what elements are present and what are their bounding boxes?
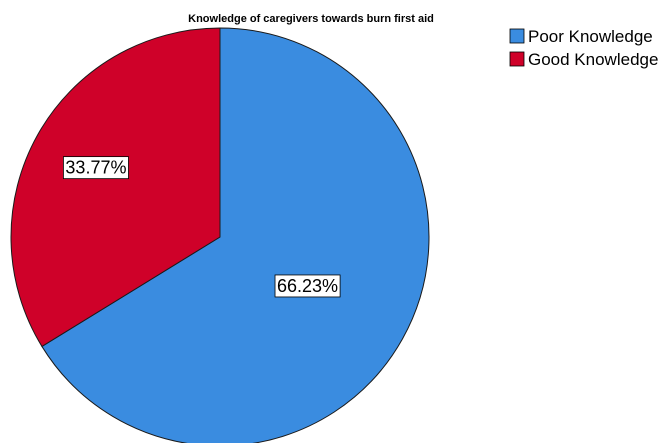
data-label-text: 66.23% — [277, 276, 338, 296]
data-label-box — [274, 274, 341, 298]
legend-swatch-good-knowledge — [509, 51, 525, 67]
legend-swatch-poor-knowledge — [509, 28, 525, 44]
slice-labels: 66.23% 33.77% — [63, 156, 341, 298]
pie-slice-good-knowledge — [10, 27, 221, 348]
data-label-poor-knowledge: 66.23% — [274, 274, 341, 298]
chart-title: Knowledge of caregivers towards burn fir… — [188, 13, 434, 25]
data-label-text: 33.77% — [65, 158, 126, 178]
legend-label-good-knowledge: Good Knowledge — [528, 50, 658, 69]
pie-slice-poor-knowledge — [41, 27, 430, 443]
legend-label-poor-knowledge: Poor Knowledge — [528, 27, 653, 46]
data-label-box — [63, 156, 129, 180]
data-label-good-knowledge: 33.77% — [63, 156, 129, 180]
legend: Poor Knowledge Good Knowledge — [509, 27, 658, 69]
pie-slices — [10, 27, 430, 443]
